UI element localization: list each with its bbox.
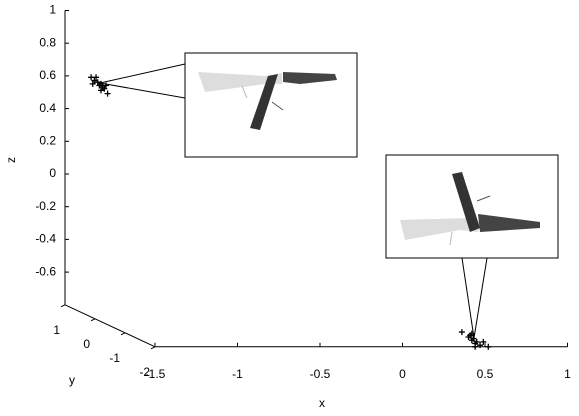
z-axis-label: z <box>4 157 18 163</box>
x-tick-label: -1 <box>232 367 243 381</box>
x-tick-label: -0.5 <box>310 367 331 381</box>
y-tick-label: 1 <box>53 323 60 337</box>
y-tick <box>90 318 96 322</box>
z-tick-label: 0.6 <box>39 68 56 82</box>
marker <box>473 338 480 345</box>
x-tick-label: 0 <box>399 367 406 381</box>
y-axis <box>64 304 156 348</box>
marker <box>470 335 477 342</box>
x-tick-label: -1.5 <box>145 367 166 381</box>
z-tick-label: 0.2 <box>39 133 56 147</box>
marker <box>104 90 111 97</box>
y-tick-label: -1 <box>109 351 120 365</box>
marker <box>458 329 465 336</box>
x-tick-label: 1 <box>564 367 571 381</box>
y-tick <box>120 332 126 336</box>
x-axis-label: x <box>319 396 325 410</box>
y-tick-label: 0 <box>83 337 90 351</box>
marker <box>98 87 104 94</box>
marker <box>101 85 108 92</box>
z-tick-label: 0.4 <box>39 101 56 115</box>
marker <box>480 338 487 345</box>
marker <box>93 74 100 81</box>
marker <box>89 80 96 87</box>
marker <box>102 82 109 89</box>
z-tick-label: -0.4 <box>35 232 56 246</box>
y-tick <box>150 346 156 350</box>
inset-2 <box>385 154 559 339</box>
z-tick-label: -0.2 <box>35 199 56 213</box>
y-tick-label: -2 <box>139 365 150 379</box>
y-tick <box>60 304 66 308</box>
z-tick-label: 0.8 <box>39 35 56 49</box>
marker <box>91 77 98 84</box>
marker <box>98 80 104 87</box>
marker <box>477 342 484 349</box>
inset-1 <box>99 52 358 158</box>
marker <box>468 330 475 337</box>
marker <box>94 79 101 86</box>
marker <box>485 343 492 350</box>
marker <box>472 343 479 350</box>
y-axis-label: y <box>69 373 75 387</box>
z-tick-label: 1 <box>49 3 56 17</box>
z-tick-label: 0 <box>49 166 56 180</box>
x-tick-label: 0.5 <box>477 367 494 381</box>
z-tick-label: -0.6 <box>35 264 56 278</box>
